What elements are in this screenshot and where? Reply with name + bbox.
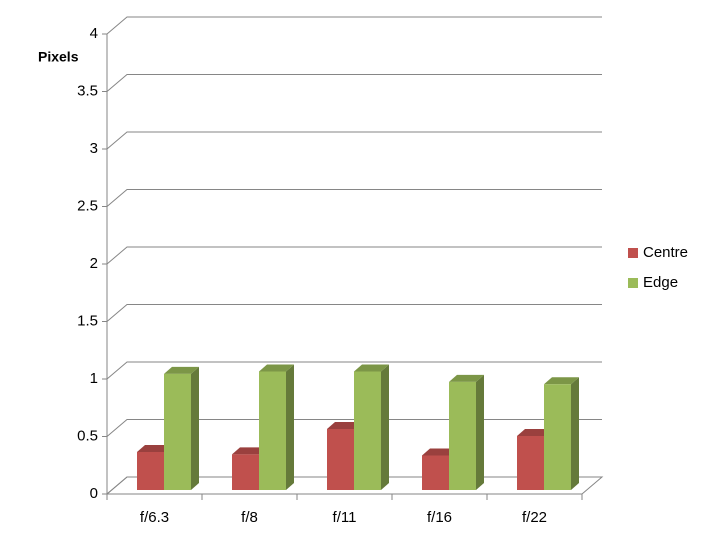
- x-tick-label: f/8: [241, 509, 258, 526]
- x-tick-label: f/6.3: [140, 509, 169, 526]
- bar-front: [422, 455, 449, 490]
- bar-top: [232, 447, 267, 455]
- x-tick-label: f/11: [333, 509, 357, 526]
- bar-front: [544, 384, 571, 490]
- bar-top: [544, 377, 579, 385]
- y-tick-label: 1.5: [77, 312, 98, 329]
- bar-front: [327, 429, 354, 490]
- y-tick-label: 3.5: [77, 82, 98, 99]
- bar-top: [422, 448, 457, 456]
- bar-front: [164, 373, 191, 490]
- grid-line: [106, 74, 602, 92]
- grid-line: [106, 361, 602, 380]
- bar-top: [259, 364, 294, 372]
- bar: [259, 364, 294, 490]
- legend-swatch: [628, 278, 638, 288]
- bar-front: [259, 371, 286, 490]
- bar-front: [232, 454, 259, 490]
- y-tick-label: 2.5: [77, 197, 98, 214]
- bar-side: [381, 364, 389, 490]
- x-tick-label: f/16: [427, 509, 452, 526]
- bar-top: [137, 445, 172, 453]
- y-tick-label: 0: [90, 485, 98, 502]
- bar-front: [449, 381, 476, 490]
- bar-front: [517, 435, 544, 490]
- bar: [164, 366, 199, 490]
- x-tick-label: f/22: [522, 509, 547, 526]
- bar-side: [191, 366, 199, 490]
- bar-side: [476, 374, 484, 490]
- y-axis-title: Pixels: [38, 49, 79, 65]
- y-tick-label: 1: [90, 370, 98, 387]
- grid-line: [106, 246, 602, 265]
- bar-top: [449, 374, 484, 382]
- bar: [354, 364, 389, 490]
- grid-line: [106, 131, 602, 150]
- bar-top: [517, 428, 552, 436]
- bar: [544, 377, 579, 490]
- y-tick-label: 4: [90, 25, 98, 42]
- bar-front: [354, 371, 381, 490]
- bar-side: [286, 364, 294, 490]
- legend-label: Centre: [643, 244, 688, 261]
- legend-swatch: [628, 248, 638, 258]
- bar-front: [137, 452, 164, 490]
- bar: [449, 374, 484, 490]
- bar-side: [571, 377, 579, 490]
- legend-label: Edge: [643, 274, 678, 291]
- grid-line: [106, 304, 602, 322]
- grid-line: [106, 419, 602, 437]
- bar-top: [164, 366, 199, 374]
- grid-line: [106, 189, 602, 207]
- grid-line: [106, 16, 602, 35]
- y-tick-label: 0.5: [77, 427, 98, 444]
- bar-top: [327, 422, 362, 430]
- bar-top: [354, 364, 389, 372]
- y-tick-label: 2: [90, 255, 98, 272]
- y-tick-label: 3: [90, 140, 98, 157]
